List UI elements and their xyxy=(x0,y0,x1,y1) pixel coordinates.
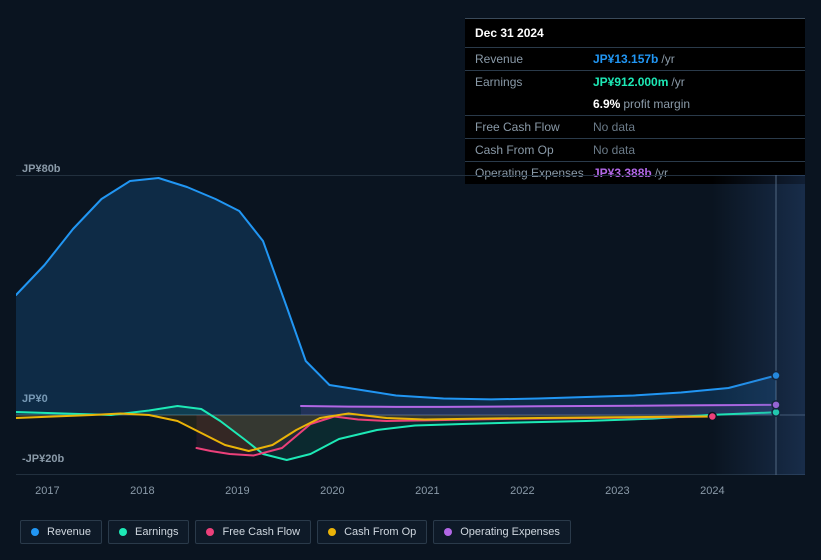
tooltip-row: RevenueJP¥13.157b/yr xyxy=(465,47,805,70)
legend: Revenue Earnings Free Cash Flow Cash From O… xyxy=(20,520,571,544)
x-tick-label: 2017 xyxy=(35,485,59,497)
tooltip-row-value: JP¥13.157b/yr xyxy=(593,52,675,66)
legend-item-operating-expenses[interactable]: Operating Expenses xyxy=(433,520,571,544)
chart-container: Dec 31 2024 RevenueJP¥13.157b/yrEarnings… xyxy=(0,0,821,560)
tooltip-row-label: Free Cash Flow xyxy=(475,120,593,134)
tooltip-row-label: Earnings xyxy=(475,75,593,89)
y-tick-label: JP¥80b xyxy=(22,163,61,175)
data-tooltip: Dec 31 2024 RevenueJP¥13.157b/yrEarnings… xyxy=(465,18,805,184)
legend-label: Free Cash Flow xyxy=(222,526,300,538)
tooltip-row-value: 6.9%profit margin xyxy=(593,97,690,111)
legend-label: Earnings xyxy=(135,526,178,538)
legend-dot-icon xyxy=(31,528,39,536)
tooltip-row: EarningsJP¥912.000m/yr xyxy=(465,70,805,93)
legend-dot-icon xyxy=(444,528,452,536)
legend-label: Cash From Op xyxy=(344,526,416,538)
x-tick-label: 2020 xyxy=(320,485,344,497)
legend-dot-icon xyxy=(206,528,214,536)
tooltip-date: Dec 31 2024 xyxy=(465,19,805,47)
legend-item-free-cash-flow[interactable]: Free Cash Flow xyxy=(195,520,311,544)
financials-chart xyxy=(16,175,805,475)
tooltip-row-label: Cash From Op xyxy=(475,143,593,157)
tooltip-row-label: Revenue xyxy=(475,52,593,66)
tooltip-row: 6.9%profit margin xyxy=(465,93,805,115)
legend-label: Revenue xyxy=(47,526,91,538)
legend-label: Operating Expenses xyxy=(460,526,560,538)
x-axis: 2017 2018 2019 2020 2021 2022 2023 2024 xyxy=(16,485,805,501)
tooltip-row-value: No data xyxy=(593,120,635,134)
tooltip-row: Cash From OpNo data xyxy=(465,138,805,161)
x-tick-label: 2018 xyxy=(130,485,154,497)
x-tick-label: 2019 xyxy=(225,485,249,497)
x-tick-label: 2021 xyxy=(415,485,439,497)
tooltip-row-value: JP¥912.000m/yr xyxy=(593,75,685,89)
tooltip-row-value: No data xyxy=(593,143,635,157)
tooltip-row: Free Cash FlowNo data xyxy=(465,115,805,138)
tooltip-row-label xyxy=(475,97,593,111)
x-tick-label: 2022 xyxy=(510,485,534,497)
legend-item-cash-from-op[interactable]: Cash From Op xyxy=(317,520,427,544)
legend-dot-icon xyxy=(328,528,336,536)
legend-item-earnings[interactable]: Earnings xyxy=(108,520,189,544)
legend-item-revenue[interactable]: Revenue xyxy=(20,520,102,544)
legend-dot-icon xyxy=(119,528,127,536)
x-tick-label: 2024 xyxy=(700,485,724,497)
x-tick-label: 2023 xyxy=(605,485,629,497)
